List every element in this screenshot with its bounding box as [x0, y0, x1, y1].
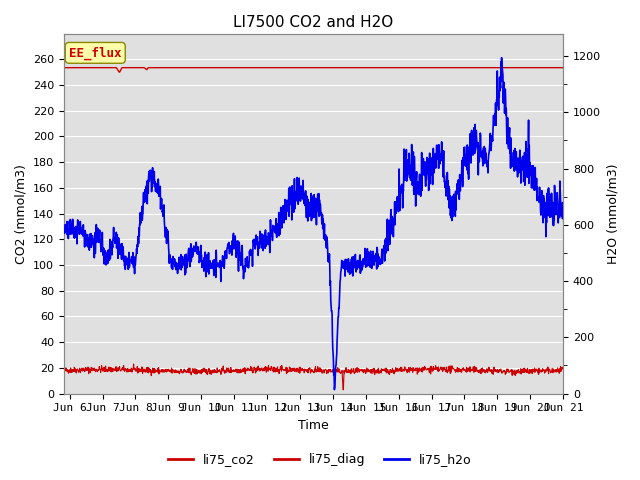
Y-axis label: H2O (mmol/m3): H2O (mmol/m3)	[607, 163, 620, 264]
Legend: li75_co2, li75_diag, li75_h2o: li75_co2, li75_diag, li75_h2o	[163, 448, 477, 471]
Title: LI7500 CO2 and H2O: LI7500 CO2 and H2O	[234, 15, 394, 30]
X-axis label: Time: Time	[298, 419, 329, 432]
Y-axis label: CO2 (mmol/m3): CO2 (mmol/m3)	[15, 164, 28, 264]
Text: EE_flux: EE_flux	[69, 46, 122, 60]
